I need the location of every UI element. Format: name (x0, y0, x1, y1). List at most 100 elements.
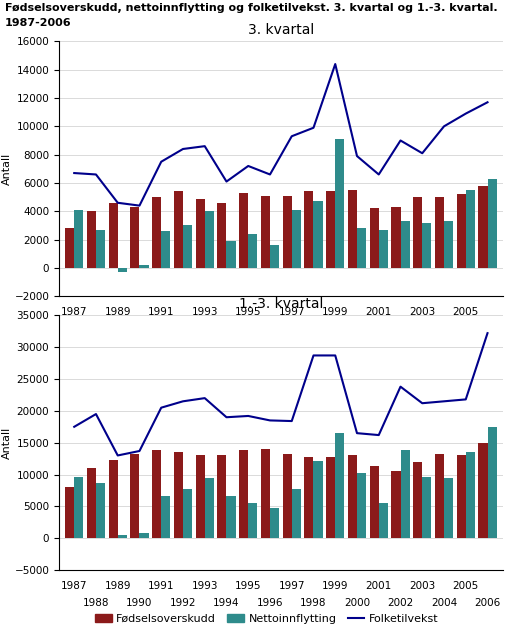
Bar (117, 268, 127, 272)
Text: 1988: 1988 (83, 324, 109, 334)
Text: 1987: 1987 (61, 581, 88, 591)
Text: 2002: 2002 (387, 598, 413, 608)
Text: 2004: 2004 (431, 598, 457, 608)
Bar (348, 190, 357, 268)
Text: 2006: 2006 (475, 324, 501, 334)
Bar (270, 245, 279, 268)
Bar (369, 208, 379, 268)
Bar (109, 203, 117, 268)
Text: 1997: 1997 (279, 581, 305, 591)
Bar (313, 201, 323, 268)
Bar (369, 466, 379, 538)
Bar (109, 460, 117, 538)
Text: 2006: 2006 (475, 598, 501, 608)
Y-axis label: Antall: Antall (2, 153, 12, 185)
Bar (239, 450, 248, 538)
Bar (487, 179, 497, 268)
Bar (379, 230, 388, 268)
Bar (304, 457, 313, 538)
Bar (304, 192, 313, 268)
Bar (270, 508, 279, 538)
Bar (195, 455, 205, 538)
Text: 1994: 1994 (213, 598, 240, 608)
Bar (261, 449, 270, 538)
Text: 1987: 1987 (61, 307, 88, 317)
Bar (401, 221, 410, 268)
Bar (435, 454, 444, 538)
Bar (292, 210, 301, 268)
Bar (226, 241, 235, 268)
Bar (479, 186, 487, 268)
Bar (74, 210, 83, 268)
Text: 2005: 2005 (452, 581, 479, 591)
Bar (161, 496, 170, 538)
Text: 2001: 2001 (366, 581, 392, 591)
Bar (65, 228, 74, 268)
Bar (161, 231, 170, 268)
Bar (74, 477, 83, 538)
Bar (226, 496, 235, 538)
Bar (261, 196, 270, 268)
Bar (152, 197, 161, 268)
Text: 1989: 1989 (105, 581, 131, 591)
Bar (87, 468, 96, 538)
Bar (239, 193, 248, 268)
Text: 2002: 2002 (387, 324, 413, 334)
Bar (117, 535, 127, 538)
Text: 1995: 1995 (235, 307, 262, 317)
Text: 1990: 1990 (126, 324, 153, 334)
Bar (357, 228, 366, 268)
Text: 1989: 1989 (105, 307, 131, 317)
Bar (96, 230, 105, 268)
Text: 2005: 2005 (452, 307, 479, 317)
Text: 1995: 1995 (235, 581, 262, 591)
Text: 1998: 1998 (300, 324, 327, 334)
Bar (444, 221, 453, 268)
Text: 1993: 1993 (191, 307, 218, 317)
Text: 1991: 1991 (148, 307, 174, 317)
Bar (435, 197, 444, 268)
Text: 2003: 2003 (409, 581, 436, 591)
Bar (401, 450, 410, 538)
Bar (313, 461, 323, 538)
Bar (174, 192, 183, 268)
Bar (183, 225, 192, 268)
Bar (283, 196, 292, 268)
Bar (65, 487, 74, 538)
Text: 1993: 1993 (191, 581, 218, 591)
Bar (87, 211, 96, 268)
Bar (348, 455, 357, 538)
Bar (218, 455, 226, 538)
Bar (466, 452, 475, 538)
Bar (248, 234, 258, 268)
Bar (336, 433, 344, 538)
Text: 2001: 2001 (366, 307, 392, 317)
Bar (413, 462, 422, 538)
Text: 1991: 1991 (148, 581, 174, 591)
Y-axis label: Antall: Antall (2, 427, 12, 459)
Bar (140, 533, 149, 538)
Text: 1996: 1996 (256, 324, 283, 334)
Bar (205, 478, 214, 538)
Text: 2003: 2003 (409, 307, 436, 317)
Bar (152, 450, 161, 538)
Text: 1997: 1997 (279, 307, 305, 317)
Text: 1999: 1999 (322, 581, 348, 591)
Bar (283, 454, 292, 538)
Bar (195, 199, 205, 268)
Text: 1988: 1988 (83, 598, 109, 608)
Bar (391, 471, 401, 538)
Bar (205, 211, 214, 268)
Text: 2004: 2004 (431, 324, 457, 334)
Bar (422, 222, 431, 268)
Bar (413, 197, 422, 268)
Text: 2000: 2000 (344, 598, 370, 608)
Text: 1992: 1992 (170, 324, 196, 334)
Bar (357, 473, 366, 538)
Text: 1992: 1992 (170, 598, 196, 608)
Bar (457, 194, 466, 268)
Bar (336, 139, 344, 268)
Bar (479, 443, 487, 538)
Text: 1994: 1994 (213, 324, 240, 334)
Text: 1990: 1990 (126, 598, 153, 608)
